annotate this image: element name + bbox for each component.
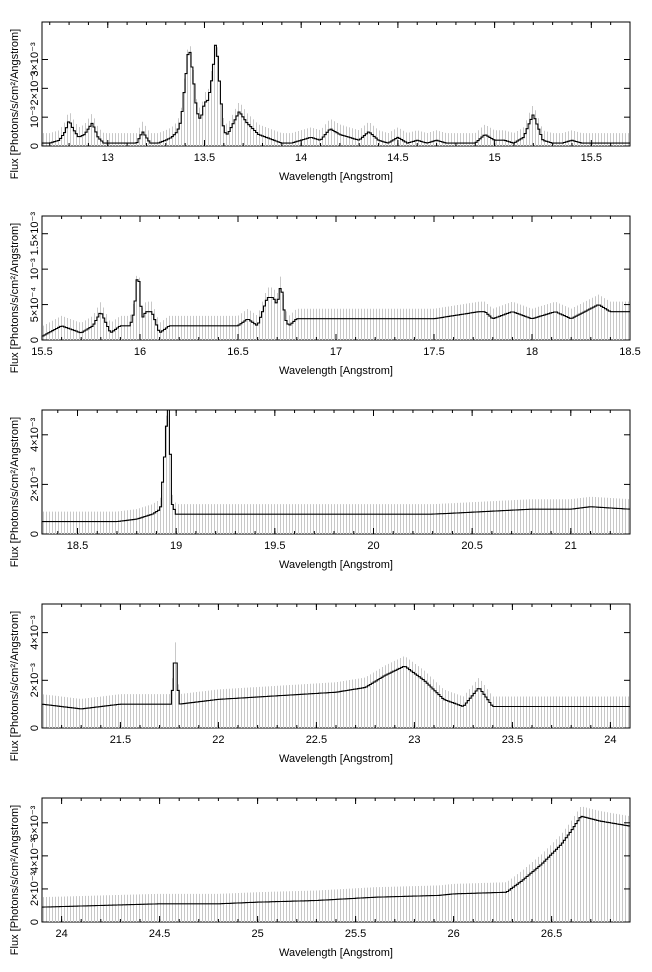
x-tick-label: 18	[526, 346, 538, 358]
x-axis-title: Wavelength [Angstrom]	[279, 171, 393, 183]
x-tick-label: 26	[447, 928, 459, 940]
y-tick-label: 4×10⁻³	[29, 838, 41, 873]
panel-3: 18.5 19 19.5 20 20.5 21 0 2×10⁻³ 4×10⁻³ Wavelengt…	[9, 409, 631, 571]
y-tick-label: 2×10⁻³	[29, 71, 41, 106]
y-tick-label: 10⁻³	[29, 258, 41, 280]
y-axis-title: Flux [Photons/s/cm²/Angstrom]	[9, 805, 21, 955]
x-axis-title: Wavelength [Angstrom]	[279, 947, 393, 959]
x-tick-label: 24	[55, 928, 67, 940]
y-tick-label: 2×10⁻³	[29, 871, 41, 906]
y-tick-label: 2×10⁻³	[29, 467, 41, 502]
y-tick-label: 5×10⁻⁴	[29, 287, 41, 323]
y-axis-title: Flux [Photons/s/cm²/Angstrom]	[9, 29, 21, 179]
y-tick-label: 1.5×10⁻³	[29, 212, 41, 256]
plot-frame	[41, 409, 631, 535]
x-tick-label: 15	[488, 152, 500, 164]
y-axis-title: Flux [Photons/s/cm²/Angstrom]	[9, 417, 21, 567]
x-tick-label: 13.5	[194, 152, 215, 164]
x-tick-label: 15.5	[581, 152, 602, 164]
error-bars	[43, 275, 629, 340]
x-tick-label: 16.5	[227, 346, 248, 358]
x-tick-label: 23	[408, 734, 420, 746]
spectrum-histogram	[41, 44, 630, 146]
x-tick-label: 22	[212, 734, 224, 746]
x-tick-label: 21.5	[110, 734, 131, 746]
y-axis-title: Flux [Photons/s/cm²/Angstrom]	[9, 611, 21, 761]
plot-frame	[41, 21, 631, 147]
x-tick-label: 14.5	[387, 152, 408, 164]
panel-2: 15.5 16 16.5 17 17.5 18 18.5 0 5×10⁻⁴ 10⁻³ 1.5×10⁻…	[9, 212, 641, 377]
y-tick-label: 4×10⁻³	[29, 417, 41, 452]
y-tick-label: 0	[29, 919, 41, 925]
y-tick-label: 10⁻³	[29, 106, 41, 128]
panel-5: 24 24.5 25 25.5 26 26.5 0 2×10⁻³4×10⁻³6×10⁻³ Wav…	[9, 797, 631, 959]
x-axis-title: Wavelength [Angstrom]	[279, 753, 393, 765]
x-tick-label: 20.5	[461, 540, 482, 552]
y-tick-label: 0	[29, 531, 41, 537]
y-tick-label: 0	[29, 337, 41, 343]
x-tick-label: 13	[102, 152, 114, 164]
y-axis-title: Flux [Photons/s/cm²/Angstrom]	[9, 223, 21, 373]
spectrum-histogram	[41, 662, 630, 728]
y-tick-label: 3×10⁻³	[29, 42, 41, 77]
x-axis-title: Wavelength [Angstrom]	[279, 559, 393, 571]
error-bars	[43, 44, 629, 146]
x-tick-label: 26.5	[541, 928, 562, 940]
x-tick-label: 25.5	[345, 928, 366, 940]
x-tick-label: 17	[330, 346, 342, 358]
spectrum-histogram	[41, 409, 630, 534]
x-tick-label: 19	[170, 540, 182, 552]
error-bars	[43, 642, 629, 728]
spectrum-histogram	[41, 279, 630, 340]
x-tick-label: 22.5	[306, 734, 327, 746]
x-tick-label: 18.5	[619, 346, 640, 358]
x-tick-label: 14	[295, 152, 307, 164]
y-tick-label: 0	[29, 725, 41, 731]
panel-1: 13 13.5 14 14.5 15 15.5 0 10⁻³2×10⁻³3×10⁻³ Wavel…	[9, 21, 631, 183]
x-tick-label: 17.5	[423, 346, 444, 358]
error-bars	[43, 415, 629, 534]
panel-4: 21.5 22 22.5 23 23.5 24 0 2×10⁻³ 4×10⁻³ Wavelengt…	[9, 603, 631, 765]
x-tick-label: 16	[134, 346, 146, 358]
x-tick-label: 19.5	[264, 540, 285, 552]
y-tick-label: 0	[29, 143, 41, 149]
x-tick-label: 15.5	[31, 346, 52, 358]
x-tick-label: 21	[565, 540, 577, 552]
x-tick-label: 18.5	[67, 540, 88, 552]
x-tick-label: 20	[367, 540, 379, 552]
x-tick-label: 23.5	[502, 734, 523, 746]
y-tick-label: 2×10⁻³	[29, 663, 41, 698]
y-tick-label: 6×10⁻³	[29, 805, 41, 840]
x-tick-label: 24.5	[149, 928, 170, 940]
x-tick-label: 25	[251, 928, 263, 940]
x-tick-label: 24	[604, 734, 616, 746]
y-tick-label: 4×10⁻³	[29, 615, 41, 650]
spectrum-histogram	[41, 815, 630, 922]
x-axis-title: Wavelength [Angstrom]	[279, 365, 393, 377]
